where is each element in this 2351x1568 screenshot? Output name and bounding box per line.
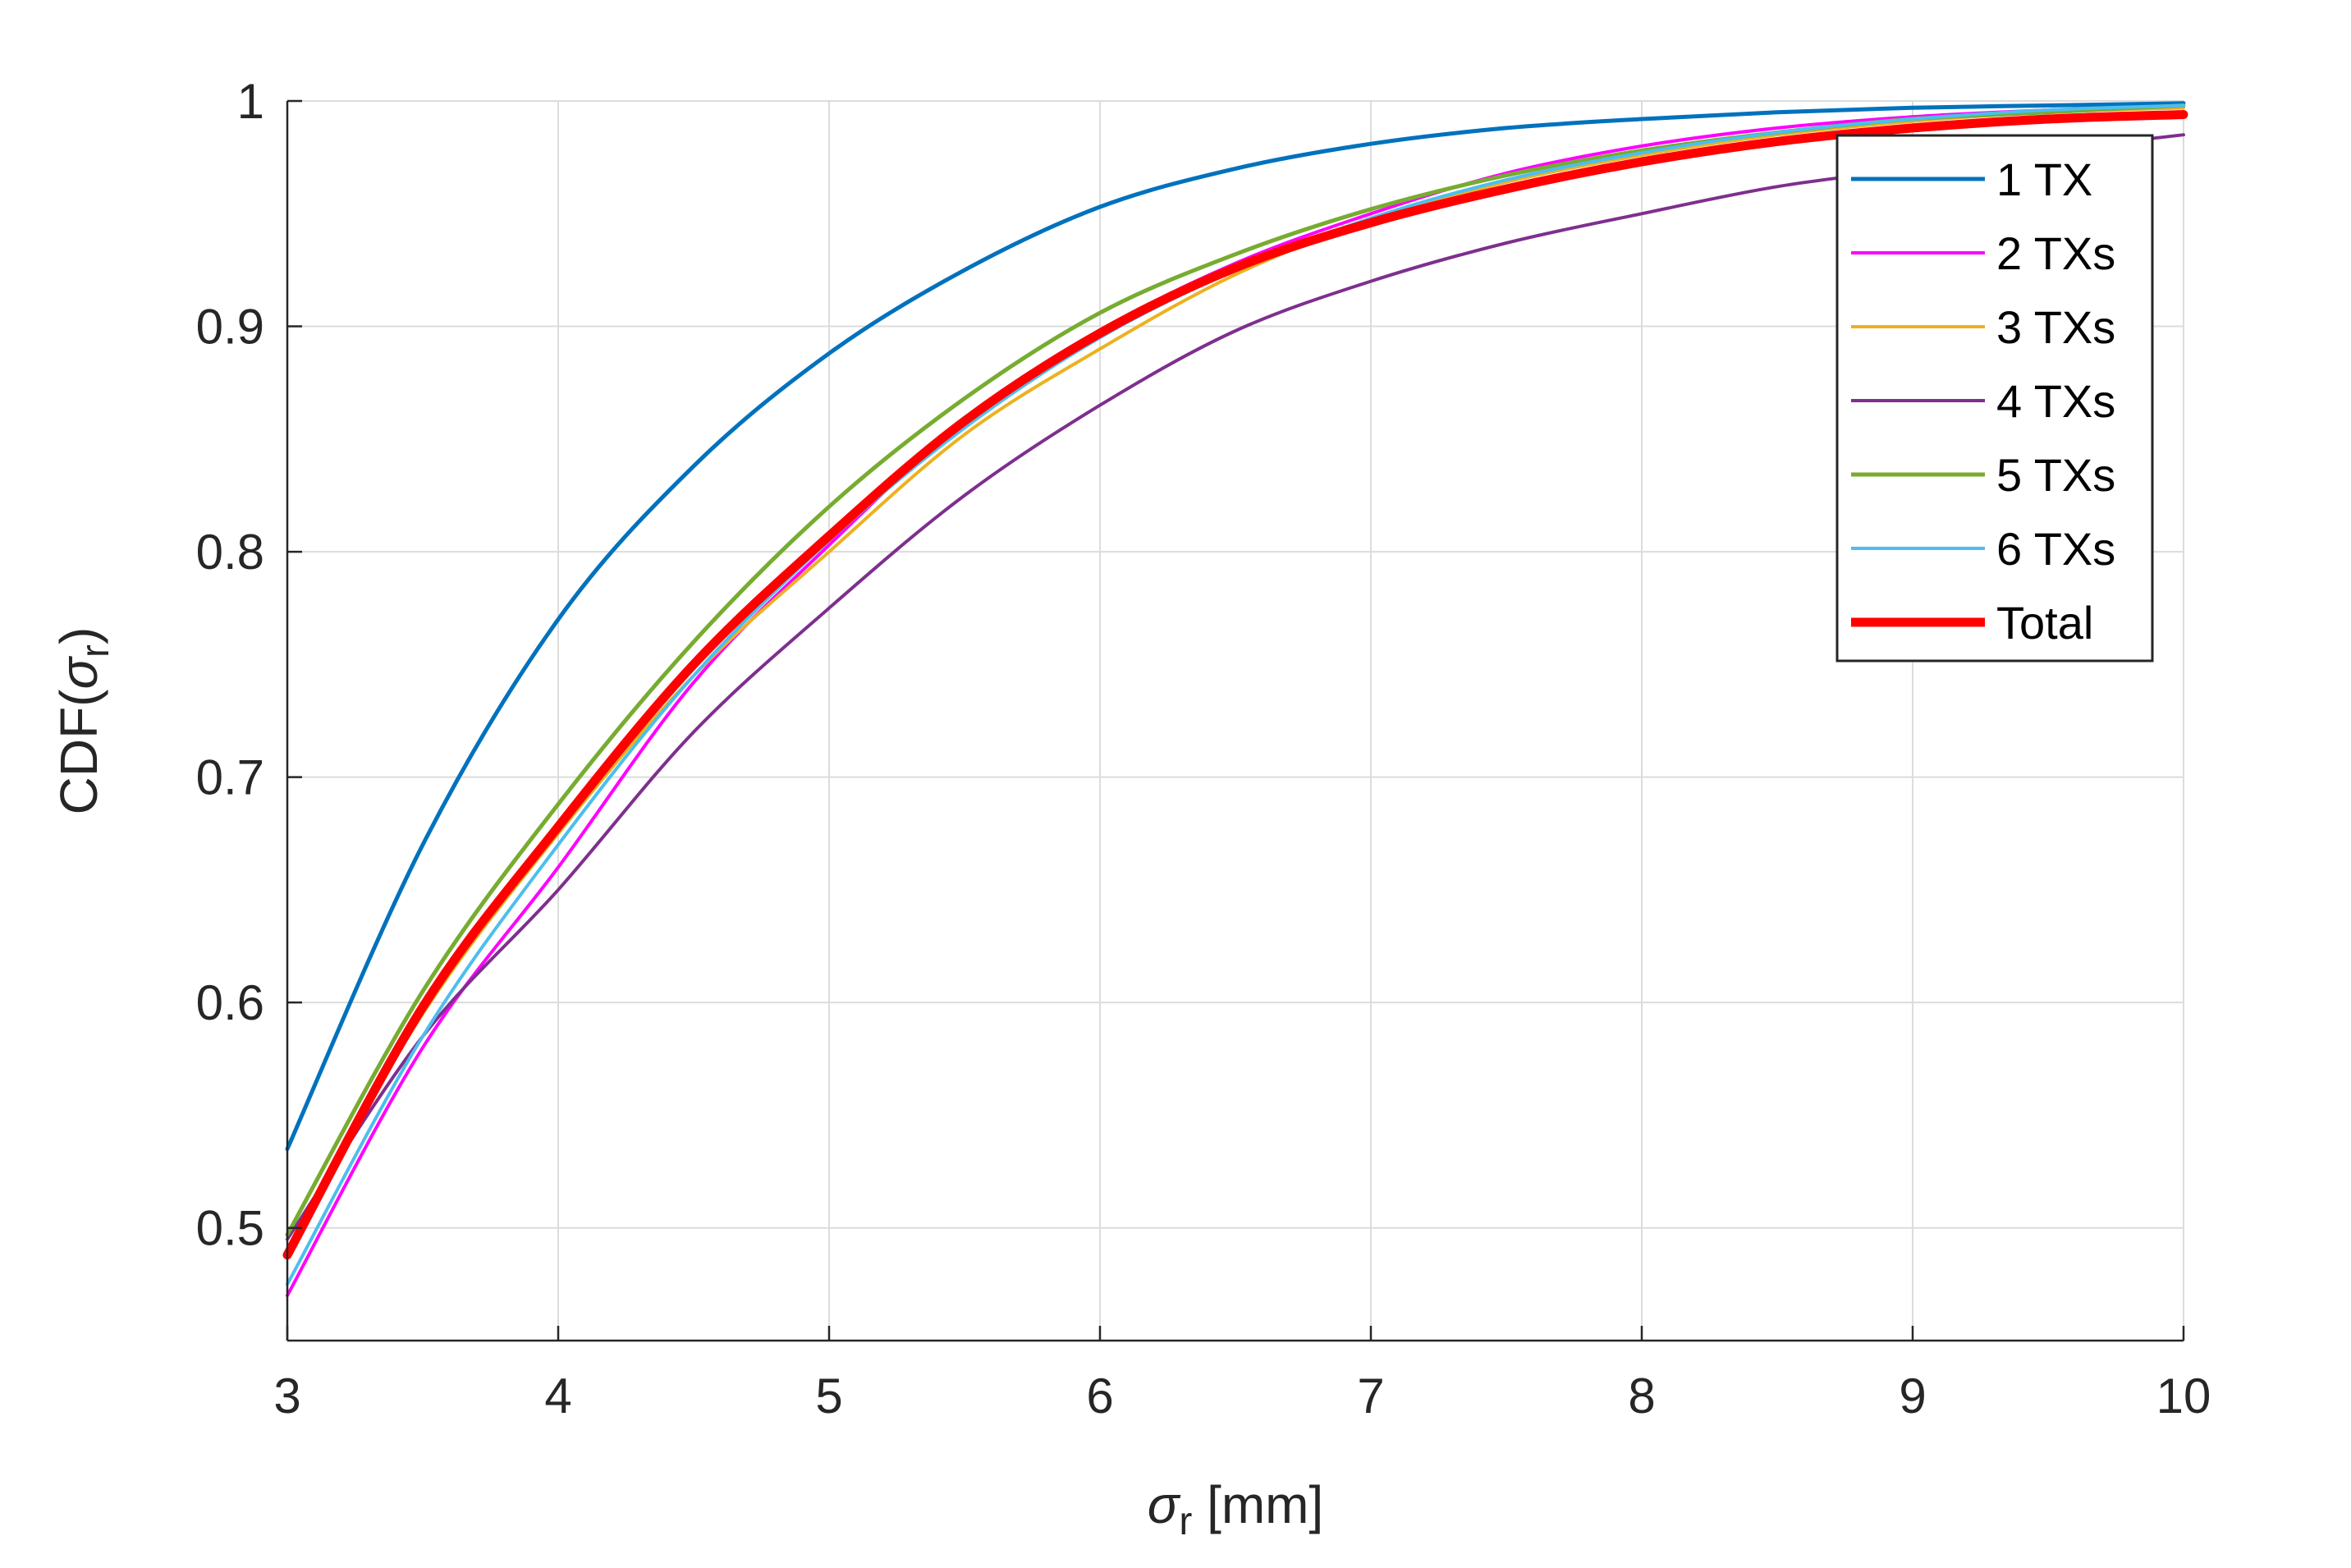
- y-tick-label: 0.9: [196, 300, 264, 355]
- x-tick-label: 10: [2156, 1369, 2211, 1424]
- y-tick-label: 0.5: [196, 1201, 264, 1256]
- legend-box: [1835, 134, 2154, 663]
- axes: [286, 101, 2184, 1342]
- y-tick-label: 1: [237, 74, 264, 129]
- legend-label-total: Total: [1996, 597, 2093, 649]
- y-tick-label: 0.6: [196, 975, 264, 1030]
- legend-label-1-tx: 1 TX: [1996, 154, 2092, 205]
- x-tick-label: 3: [273, 1369, 300, 1424]
- x-tick-label: 8: [1628, 1369, 1655, 1424]
- legend-label-5-txs: 5 TXs: [1996, 449, 2115, 501]
- series-line-total: [282, 110, 2188, 1260]
- series-line-1-tx: [285, 101, 2186, 1152]
- axis-ticks: [286, 99, 2185, 1341]
- legend-label-4-txs: 4 TXs: [1996, 375, 2115, 427]
- legend-label-6-txs: 6 TXs: [1996, 523, 2115, 575]
- x-tick-labels: 3 4 5 6 7 8 9 10: [273, 1369, 2211, 1424]
- x-tick-label: 9: [1899, 1369, 1926, 1424]
- legend-label-2-txs: 2 TXs: [1996, 227, 2115, 279]
- x-tick-label: 4: [544, 1369, 571, 1424]
- series-lines: [282, 101, 2188, 1298]
- legend-items: 1 TX 2 TXs 3 TXs 4 TXs 5 TXs 6 TXs Total: [1851, 154, 2115, 649]
- x-axis-label: σr [mm]: [1148, 1475, 1324, 1543]
- legend: 1 TX 2 TXs 3 TXs 4 TXs 5 TXs 6 TXs Total: [1835, 134, 2154, 663]
- x-tick-label: 6: [1086, 1369, 1113, 1424]
- x-tick-label: 7: [1357, 1369, 1384, 1424]
- y-tick-label: 0.7: [196, 750, 264, 805]
- y-axis-label: CDF(σr): [49, 627, 117, 815]
- legend-label-3-txs: 3 TXs: [1996, 301, 2115, 353]
- grid-lines: [286, 100, 2184, 1341]
- x-tick-label: 5: [815, 1369, 842, 1424]
- y-tick-labels: 0.5 0.6 0.7 0.8 0.9 1: [196, 74, 264, 1256]
- y-tick-label: 0.8: [196, 525, 264, 580]
